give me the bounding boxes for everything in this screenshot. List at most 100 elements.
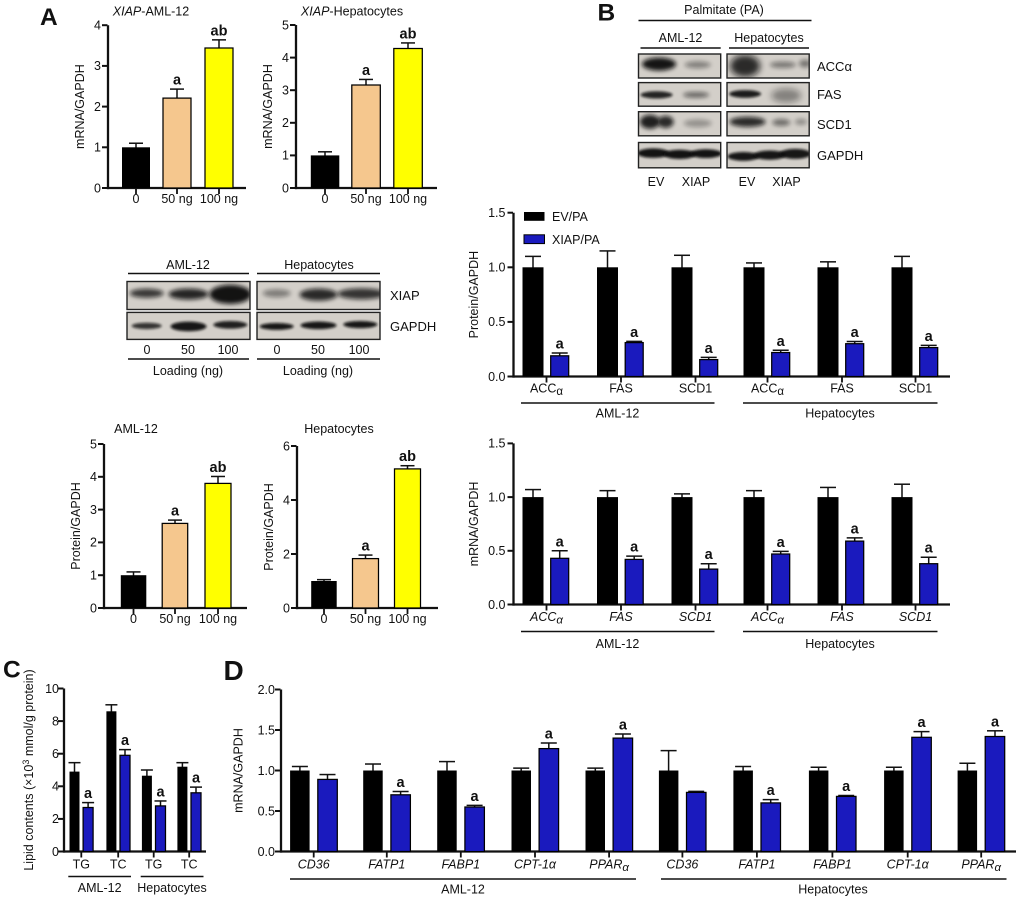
svg-text:FAS: FAS: [817, 87, 842, 102]
svg-text:CD36: CD36: [666, 858, 698, 872]
svg-text:Protein/GAPDH: Protein/GAPDH: [69, 482, 83, 570]
svg-text:FATP1: FATP1: [368, 858, 405, 872]
svg-text:2: 2: [282, 116, 289, 130]
svg-text:a: a: [545, 726, 554, 742]
svg-text:AML-12: AML-12: [78, 881, 122, 895]
svg-text:6: 6: [283, 439, 290, 453]
svg-text:AML-12: AML-12: [596, 407, 640, 421]
svg-text:Hepatocytes: Hepatocytes: [284, 258, 353, 272]
svg-text:SCD1: SCD1: [899, 610, 932, 624]
svg-text:8: 8: [52, 714, 59, 728]
svg-text:XIAP-Hepatocytes: XIAP-Hepatocytes: [300, 5, 403, 19]
svg-text:Hepatocytes: Hepatocytes: [798, 883, 867, 897]
svg-text:a: a: [705, 547, 714, 563]
svg-text:100 ng: 100 ng: [199, 612, 237, 626]
svg-text:4: 4: [283, 493, 290, 507]
svg-text:ACCα: ACCα: [750, 610, 784, 627]
svg-text:a: a: [173, 73, 182, 89]
svg-text:4: 4: [90, 470, 97, 484]
svg-text:0: 0: [144, 343, 151, 357]
svg-text:Hepatocytes: Hepatocytes: [734, 31, 803, 45]
svg-text:a: a: [767, 783, 776, 799]
svg-text:4: 4: [94, 19, 101, 33]
svg-text:6: 6: [52, 747, 59, 761]
svg-text:FABP1: FABP1: [813, 858, 852, 872]
svg-text:0: 0: [274, 343, 281, 357]
svg-text:100 ng: 100 ng: [388, 612, 426, 626]
svg-text:0: 0: [322, 192, 329, 206]
svg-text:a: a: [362, 63, 371, 79]
svg-text:ACCα: ACCα: [529, 610, 563, 627]
svg-text:TC: TC: [110, 858, 127, 872]
svg-text:100: 100: [218, 343, 239, 357]
svg-text:FAS: FAS: [830, 610, 854, 624]
svg-text:ab: ab: [400, 26, 417, 42]
svg-text:FAS: FAS: [609, 610, 633, 624]
svg-text:100 ng: 100 ng: [200, 192, 238, 206]
svg-text:2: 2: [52, 812, 59, 826]
svg-text:3: 3: [282, 84, 289, 98]
svg-text:A: A: [40, 4, 58, 31]
svg-text:a: a: [471, 789, 480, 805]
svg-text:a: a: [705, 341, 714, 357]
svg-text:5: 5: [90, 437, 97, 451]
svg-text:XIAP: XIAP: [682, 175, 711, 189]
svg-text:PPARα: PPARα: [961, 858, 1001, 875]
svg-text:a: a: [397, 775, 406, 791]
svg-text:PPARα: PPARα: [589, 858, 629, 875]
svg-text:FATP1: FATP1: [738, 858, 775, 872]
svg-text:XIAP: XIAP: [772, 175, 801, 189]
svg-text:a: a: [630, 325, 639, 341]
svg-text:2.0: 2.0: [258, 683, 275, 697]
svg-text:10: 10: [45, 682, 59, 696]
svg-text:SCD1: SCD1: [817, 117, 852, 132]
svg-text:GAPDH: GAPDH: [390, 319, 436, 334]
svg-text:0: 0: [321, 612, 328, 626]
svg-text:1.0: 1.0: [488, 261, 505, 275]
svg-text:GAPDH: GAPDH: [817, 148, 863, 163]
svg-text:100 ng: 100 ng: [389, 192, 427, 206]
svg-text:1.5: 1.5: [488, 437, 505, 451]
svg-text:0: 0: [52, 845, 59, 859]
svg-text:mRNA/GAPDH: mRNA/GAPDH: [261, 64, 275, 149]
svg-text:4: 4: [282, 51, 289, 65]
svg-text:5: 5: [282, 18, 289, 32]
svg-text:a: a: [917, 715, 926, 731]
svg-text:0.5: 0.5: [488, 544, 505, 558]
svg-text:a: a: [925, 329, 934, 345]
svg-text:0: 0: [94, 181, 101, 195]
svg-text:XIAP/PA: XIAP/PA: [552, 233, 600, 247]
svg-text:1.5: 1.5: [258, 723, 275, 737]
svg-text:1: 1: [282, 149, 289, 163]
svg-text:50 ng: 50 ng: [350, 612, 381, 626]
svg-text:1: 1: [94, 141, 101, 155]
svg-text:FAS: FAS: [830, 382, 854, 396]
svg-text:0.0: 0.0: [488, 370, 505, 384]
svg-text:XIAP-AML-12: XIAP-AML-12: [112, 5, 189, 19]
svg-text:FABP1: FABP1: [441, 858, 480, 872]
svg-text:50 ng: 50 ng: [161, 192, 192, 206]
svg-text:B: B: [598, 0, 616, 27]
svg-text:FAS: FAS: [609, 382, 633, 396]
svg-text:50 ng: 50 ng: [350, 192, 381, 206]
svg-text:Loading (ng): Loading (ng): [283, 364, 353, 378]
svg-text:50: 50: [311, 343, 325, 357]
svg-text:a: a: [556, 337, 565, 353]
svg-text:EV/PA: EV/PA: [552, 210, 589, 224]
svg-text:mRNA/GAPDH: mRNA/GAPDH: [73, 64, 87, 149]
svg-text:a: a: [556, 534, 565, 550]
svg-text:AML-12: AML-12: [659, 31, 703, 45]
svg-text:2: 2: [283, 547, 290, 561]
svg-text:D: D: [224, 655, 244, 686]
svg-text:Palmitate (PA): Palmitate (PA): [684, 3, 764, 17]
svg-text:AML-12: AML-12: [114, 422, 158, 436]
svg-text:Lipid contents (×103 mmol/g pr: Lipid contents (×103 mmol/g protein): [21, 669, 36, 870]
svg-text:0.0: 0.0: [488, 598, 505, 612]
svg-text:XIAP: XIAP: [390, 288, 420, 303]
svg-text:1.0: 1.0: [488, 490, 505, 504]
svg-text:CPT-1α: CPT-1α: [887, 858, 930, 872]
svg-text:TC: TC: [181, 858, 198, 872]
svg-text:0.5: 0.5: [258, 804, 275, 818]
svg-text:0: 0: [90, 601, 97, 615]
svg-text:a: a: [361, 539, 370, 555]
